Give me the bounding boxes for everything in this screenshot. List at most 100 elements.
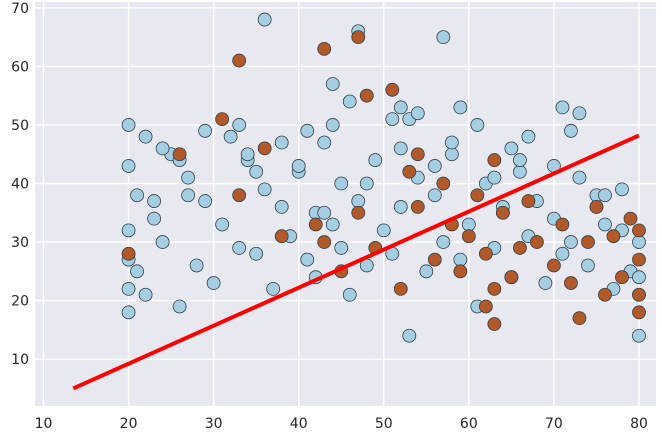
- data-point-class-1: [547, 258, 561, 273]
- x-tick-label: 30: [205, 416, 223, 432]
- regression-line: [72, 133, 640, 391]
- data-point-class-0: [300, 252, 315, 267]
- y-tick-label: 50: [11, 118, 29, 134]
- data-point-class-0: [300, 123, 315, 138]
- data-point-class-1: [632, 305, 646, 320]
- data-point-class-0: [121, 159, 136, 173]
- data-point-class-0: [172, 299, 187, 314]
- data-point-class-0: [232, 118, 247, 132]
- data-point-class-1: [470, 188, 485, 203]
- data-point-class-0: [181, 188, 196, 203]
- data-point-class-0: [181, 170, 196, 185]
- data-point-class-0: [564, 123, 578, 138]
- data-point-class-1: [487, 281, 502, 296]
- data-point-class-1: [359, 88, 374, 103]
- data-point-class-0: [121, 223, 136, 238]
- data-point-class-0: [555, 100, 570, 115]
- data-point-class-1: [215, 112, 230, 127]
- data-point-class-0: [249, 246, 264, 261]
- data-point-class-0: [274, 135, 289, 150]
- data-point-class-0: [436, 30, 451, 45]
- data-point-class-1: [521, 194, 536, 208]
- data-point-class-1: [564, 276, 578, 290]
- x-tick-label: 50: [375, 416, 393, 432]
- data-point-class-0: [487, 170, 502, 185]
- data-point-class-0: [538, 276, 553, 290]
- data-point-class-0: [198, 123, 213, 138]
- data-point-class-0: [359, 176, 374, 191]
- data-point-class-0: [444, 147, 459, 162]
- data-point-class-0: [598, 217, 612, 232]
- data-point-class-0: [504, 141, 519, 156]
- data-points: [121, 12, 646, 343]
- y-tick-label: 30: [11, 235, 29, 251]
- data-point-class-1: [572, 311, 587, 326]
- data-point-class-1: [172, 147, 187, 162]
- data-point-class-0: [632, 328, 646, 343]
- data-point-class-0: [342, 94, 357, 109]
- data-point-class-0: [385, 112, 400, 127]
- data-point-class-0: [121, 281, 136, 296]
- data-point-class-1: [606, 229, 621, 244]
- data-point-class-1: [308, 217, 323, 232]
- data-point-class-0: [130, 264, 144, 279]
- data-point-class-0: [325, 217, 340, 232]
- data-point-class-0: [121, 305, 136, 320]
- y-tick-label: 20: [11, 294, 29, 310]
- x-tick-label: 70: [545, 416, 563, 432]
- data-point-class-1: [495, 205, 510, 220]
- data-point-class-0: [368, 153, 383, 167]
- data-point-class-0: [266, 281, 281, 296]
- data-point-class-0: [147, 194, 161, 208]
- y-tick-label: 60: [11, 59, 29, 75]
- data-point-class-1: [461, 229, 476, 244]
- data-point-class-0: [325, 118, 340, 132]
- data-point-class-0: [198, 194, 213, 208]
- y-axis-ticks: 10 20 30 40 50 60 70: [11, 1, 29, 368]
- x-tick-label: 20: [120, 416, 138, 432]
- data-point-class-0: [393, 141, 408, 156]
- data-point-class-0: [138, 287, 153, 302]
- data-point-class-0: [555, 246, 570, 261]
- data-point-class-0: [215, 217, 230, 232]
- plot-background: [35, 2, 656, 406]
- data-point-class-0: [427, 159, 442, 173]
- data-point-class-0: [512, 164, 527, 179]
- data-point-class-1: [487, 317, 502, 331]
- data-point-class-1: [623, 211, 638, 226]
- data-point-class-0: [572, 106, 587, 121]
- data-point-class-0: [453, 100, 468, 115]
- data-point-class-0: [470, 118, 485, 132]
- x-tick-label: 80: [630, 416, 648, 432]
- data-point-class-0: [317, 205, 332, 220]
- data-point-class-1: [453, 264, 468, 279]
- data-point-class-1: [530, 235, 544, 249]
- data-point-class-0: [444, 135, 459, 150]
- data-point-class-0: [427, 188, 442, 203]
- data-point-class-0: [155, 235, 170, 249]
- data-point-class-1: [615, 270, 629, 285]
- fit-line-group: [72, 133, 640, 391]
- data-point-class-1: [351, 205, 366, 220]
- data-point-class-0: [598, 188, 612, 203]
- data-point-class-1: [317, 41, 332, 56]
- data-point-class-0: [291, 159, 306, 173]
- data-point-class-0: [232, 241, 247, 255]
- data-point-class-1: [581, 235, 595, 249]
- data-point-class-1: [555, 217, 570, 232]
- data-point-class-0: [334, 176, 349, 191]
- data-point-class-1: [257, 141, 272, 156]
- data-point-class-0: [512, 153, 527, 167]
- data-point-class-0: [632, 270, 646, 285]
- data-point-class-1: [351, 30, 366, 45]
- y-tick-label: 70: [11, 1, 29, 17]
- x-tick-label: 60: [460, 416, 478, 432]
- data-point-class-1: [504, 270, 519, 285]
- data-point-class-0: [317, 135, 332, 150]
- data-point-class-0: [393, 100, 408, 115]
- data-point-class-0: [410, 106, 425, 121]
- data-point-class-0: [393, 200, 408, 214]
- data-point-class-0: [121, 118, 136, 132]
- data-point-class-0: [130, 188, 144, 203]
